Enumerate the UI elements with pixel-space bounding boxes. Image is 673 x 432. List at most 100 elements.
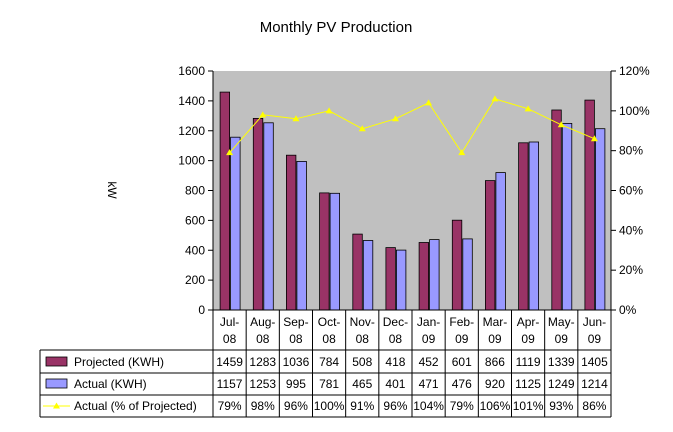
line-point-2 xyxy=(292,115,300,122)
data-label-s1-4: 465 xyxy=(352,377,372,391)
y2-tick-label-1: 20% xyxy=(619,263,643,277)
y2-tick-label-5: 100% xyxy=(619,104,650,118)
data-label-s2-11: 86% xyxy=(582,399,606,413)
category-label-year-8: 09 xyxy=(488,332,502,346)
bar-actual-4 xyxy=(362,240,374,311)
data-label-s2-6: 104% xyxy=(413,399,444,413)
data-label-s0-7: 601 xyxy=(452,355,472,369)
y-tick-label-2: 400 xyxy=(185,243,205,257)
y2-tick-label-3: 60% xyxy=(619,184,643,198)
category-label-year-11: 09 xyxy=(588,332,602,346)
category-label-year-4: 08 xyxy=(356,332,370,346)
line-point-9 xyxy=(524,105,532,112)
category-label-year-2: 08 xyxy=(289,332,303,346)
data-label-s1-11: 1214 xyxy=(581,377,608,391)
data-label-s0-5: 418 xyxy=(385,355,405,369)
bar-actual-0 xyxy=(230,136,241,311)
bar-projected-4 xyxy=(352,233,363,311)
y-axis-label: kW xyxy=(105,181,119,199)
category-label-month-11: Jun- xyxy=(583,315,606,329)
line-percent-of-projected xyxy=(229,98,595,154)
bar-projected-1 xyxy=(252,118,264,311)
category-label-month-8: Mar- xyxy=(483,315,508,329)
bar-projected-9 xyxy=(518,142,529,311)
data-label-s2-10: 93% xyxy=(549,399,573,413)
y2-tick-label-4: 80% xyxy=(619,144,643,158)
bar-projected-6 xyxy=(418,242,430,311)
legend-key-actual xyxy=(45,378,68,389)
line-point-10 xyxy=(557,121,565,128)
legend-label-1: Actual (KWH) xyxy=(74,377,147,391)
y-tick-label-4: 800 xyxy=(185,184,205,198)
category-label-year-10: 09 xyxy=(555,332,569,346)
data-label-s1-1: 1253 xyxy=(249,377,276,391)
data-label-s1-7: 476 xyxy=(452,377,472,391)
data-label-s2-1: 98% xyxy=(251,399,275,413)
data-label-s1-6: 471 xyxy=(419,377,439,391)
chart-title: Monthly PV Production xyxy=(260,19,413,36)
line-point-0 xyxy=(226,149,234,156)
category-label-month-7: Feb- xyxy=(449,315,474,329)
data-label-s0-9: 1119 xyxy=(516,355,541,369)
category-label-year-7: 09 xyxy=(455,332,469,346)
data-label-s2-2: 96% xyxy=(284,399,308,413)
data-label-s2-7: 79% xyxy=(450,399,474,413)
data-label-s0-4: 508 xyxy=(352,355,372,369)
line-point-6 xyxy=(425,99,433,106)
bar-projected-3 xyxy=(319,192,330,311)
line-point-1 xyxy=(259,111,267,118)
category-label-month-2: Sep- xyxy=(283,315,308,329)
line-point-5 xyxy=(391,115,399,122)
data-label-s0-3: 784 xyxy=(319,355,339,369)
bar-projected-8 xyxy=(484,180,496,311)
y-tick-label-1: 200 xyxy=(185,273,205,287)
y-tick-label-3: 600 xyxy=(185,213,205,227)
data-label-s2-0: 79% xyxy=(218,399,242,413)
data-label-s0-2: 1036 xyxy=(283,355,310,369)
legend-label-0: Projected (KWH) xyxy=(74,355,164,369)
y-tick-label-8: 1600 xyxy=(178,64,205,78)
category-label-month-6: Jan- xyxy=(417,315,440,329)
bar-projected-0 xyxy=(219,91,231,311)
bar-actual-1 xyxy=(263,122,274,311)
line-point-4 xyxy=(358,125,366,132)
data-label-s2-3: 100% xyxy=(314,399,345,413)
bar-projected-7 xyxy=(451,219,463,311)
category-label-month-10: May- xyxy=(548,315,575,329)
line-point-8 xyxy=(491,95,499,102)
bar-actual-11 xyxy=(595,128,606,311)
data-label-s2-8: 106% xyxy=(480,399,511,413)
y2-tick-label-0: 0% xyxy=(619,303,637,317)
bar-projected-10 xyxy=(551,109,562,311)
data-label-s0-10: 1339 xyxy=(548,355,575,369)
y2-tick-label-2: 40% xyxy=(619,223,643,237)
bar-actual-3 xyxy=(329,192,341,311)
bar-projected-5 xyxy=(385,247,396,311)
data-label-s1-0: 1157 xyxy=(217,377,243,391)
data-label-s2-4: 91% xyxy=(350,399,374,413)
data-label-s0-0: 1459 xyxy=(216,355,243,369)
category-label-month-1: Aug- xyxy=(250,315,275,329)
y2-tick-label-6: 120% xyxy=(619,64,650,78)
data-label-s1-9: 1125 xyxy=(515,377,541,391)
legend-key-marker xyxy=(53,402,60,409)
data-label-s2-5: 96% xyxy=(383,399,407,413)
bar-actual-5 xyxy=(395,249,407,311)
line-point-7 xyxy=(458,149,466,156)
category-label-year-6: 09 xyxy=(422,332,436,346)
category-label-year-0: 08 xyxy=(223,332,237,346)
data-label-s1-3: 781 xyxy=(319,377,339,391)
category-label-month-4: Nov- xyxy=(350,315,375,329)
bar-actual-7 xyxy=(462,238,473,311)
data-label-s0-1: 1283 xyxy=(249,355,276,369)
category-label-year-3: 08 xyxy=(322,332,336,346)
data-label-s2-9: 101% xyxy=(513,399,544,413)
legend-key-projected xyxy=(45,356,68,367)
category-label-month-9: Apr- xyxy=(517,315,540,329)
category-label-month-5: Dec- xyxy=(383,315,408,329)
bar-actual-10 xyxy=(561,123,573,311)
data-label-s0-6: 452 xyxy=(419,355,439,369)
category-label-year-1: 08 xyxy=(256,332,270,346)
data-label-s1-2: 995 xyxy=(286,377,306,391)
